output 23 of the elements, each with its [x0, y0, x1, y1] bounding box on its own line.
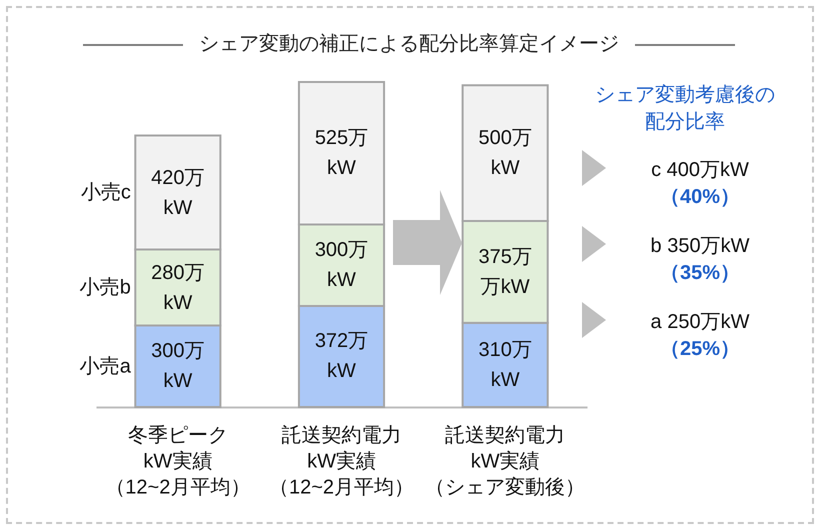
x-tick-label: 託送契約電力kW実績（シェア変動後）	[425, 424, 586, 498]
data-label: 300万kW	[150, 339, 206, 394]
data-label: 420万kW	[150, 166, 206, 220]
text: シェア変動考慮後の配分比率	[594, 83, 776, 135]
text: a 250万kW	[650, 311, 750, 333]
text: c 400万kW	[651, 159, 749, 181]
chart-title: シェア変動の補正による配分比率算定イメージ	[199, 33, 619, 55]
data-label: 500万kW	[477, 126, 533, 182]
data-label: 375万万kW	[477, 244, 533, 300]
text: （40%）	[658, 185, 742, 210]
data-label: 372万kW	[314, 329, 370, 384]
series-label: 小売c	[80, 182, 131, 204]
data-label: 310万kW	[477, 338, 533, 393]
series-label: 小売b	[80, 276, 131, 299]
data-label: 280万kW	[150, 260, 206, 316]
text: b 350万kW	[650, 235, 750, 257]
data-label: 525万kW	[314, 126, 370, 182]
data-label: 300万kW	[314, 238, 370, 294]
x-tick-label: 冬季ピークkW実績（12~2月平均）	[105, 424, 250, 498]
text: （25%）	[658, 337, 742, 362]
x-tick-label: 託送契約電力kW実績（12~2月平均）	[268, 424, 414, 498]
series-label: 小売a	[80, 355, 132, 378]
text: （35%）	[658, 261, 742, 286]
